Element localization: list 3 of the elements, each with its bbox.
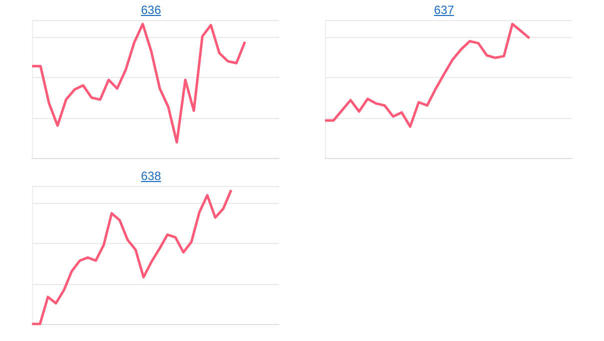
chart-title: 638 (140, 169, 162, 183)
chart-title: 637 (432, 3, 456, 17)
chart-title: 636 (140, 3, 162, 17)
